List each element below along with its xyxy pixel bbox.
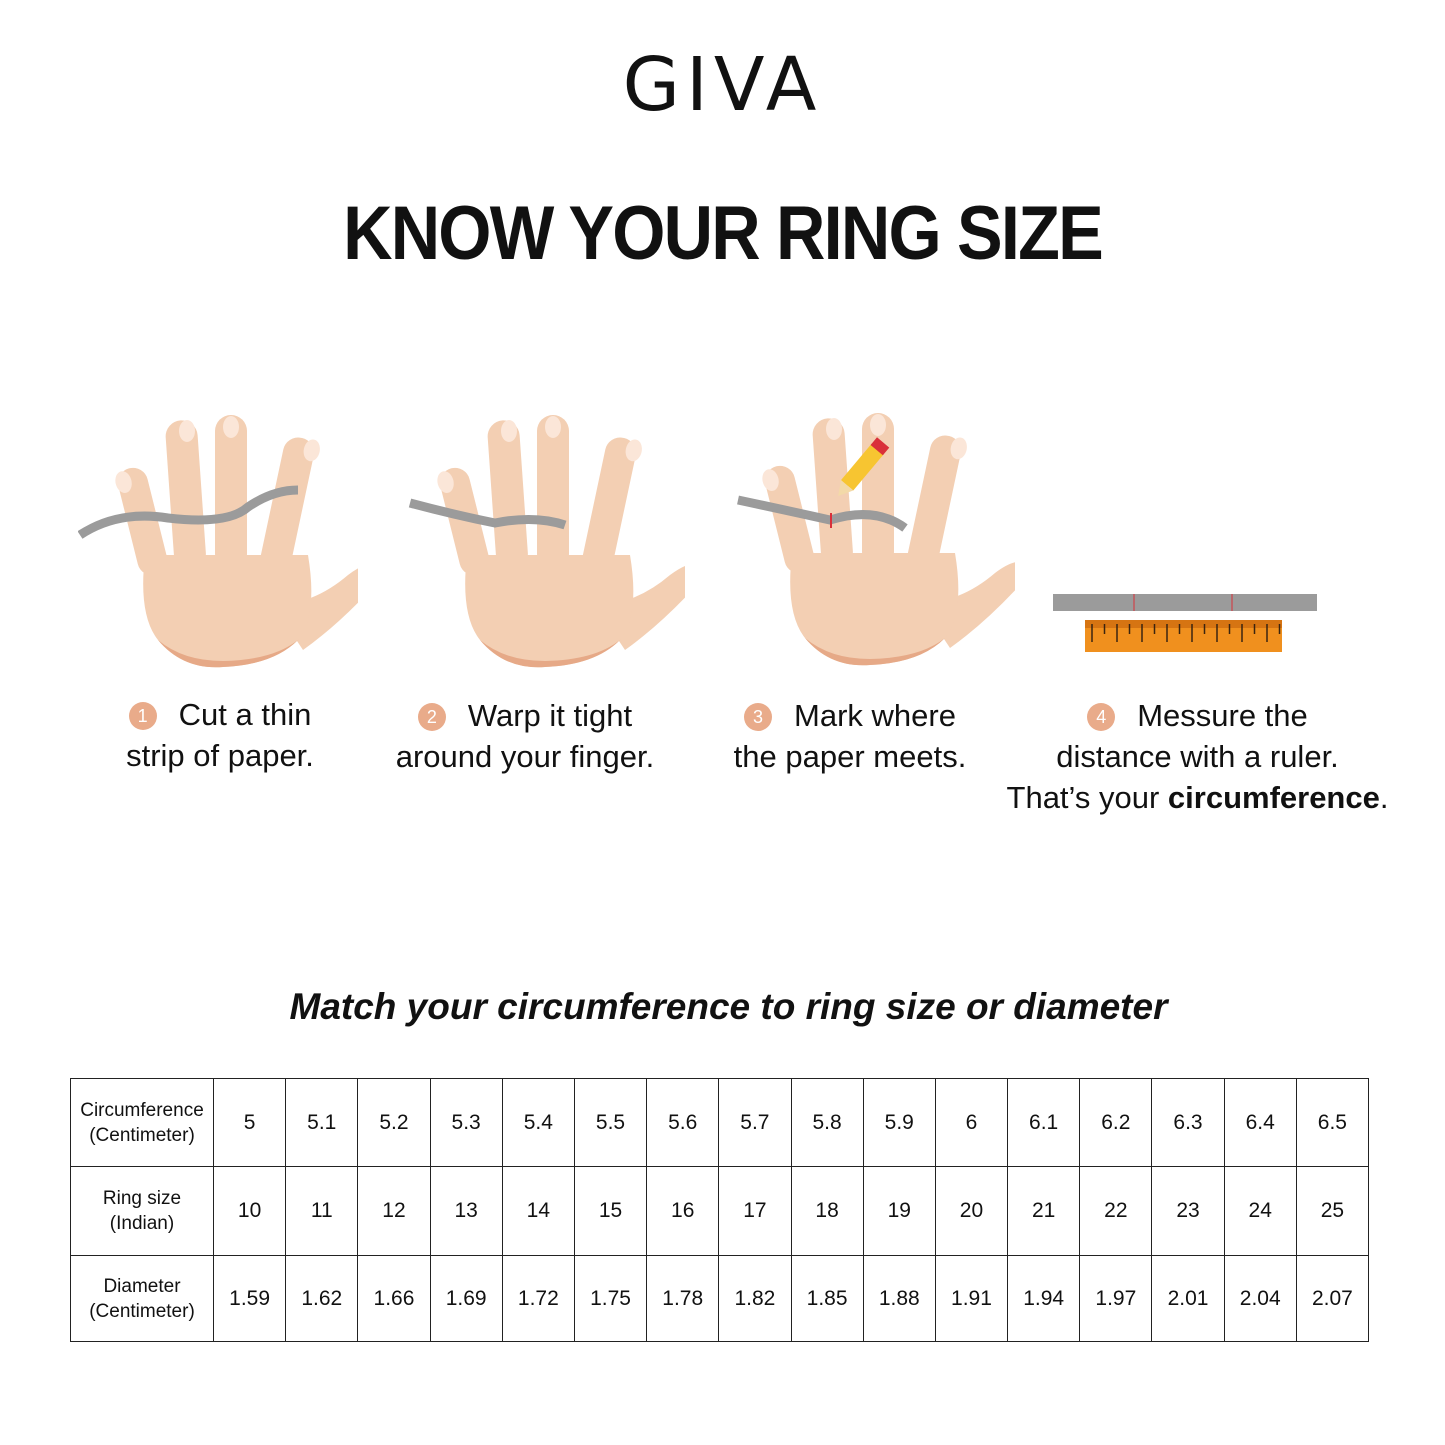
giva-logo: GIVA (622, 42, 823, 128)
table-cell: 1.72 (501, 1255, 575, 1342)
table-cell: 20 (934, 1166, 1009, 1256)
row-header-unit: (Centimeter) (89, 1300, 195, 1322)
table-cell: 18 (790, 1166, 864, 1256)
step-text: Messure the (1137, 698, 1308, 733)
table-cell: 2.01 (1151, 1255, 1225, 1342)
row-header-line: Ring size (102, 1188, 182, 1209)
table-cell: 5.3 (429, 1078, 503, 1167)
step-2: 2 Warp it tight around your finger. (360, 695, 690, 777)
table-subtitle: Match your circumference to ring size or… (289, 986, 1168, 1027)
table-cell: 22 (1079, 1166, 1153, 1256)
table-cell: 6.1 (1007, 1078, 1081, 1167)
table-cell: 5.6 (646, 1078, 720, 1167)
table-cell: 11 (285, 1166, 359, 1256)
table-cell: 14 (501, 1166, 575, 1256)
table-cell: 1.78 (646, 1255, 720, 1342)
table-cell: 1.97 (1079, 1255, 1153, 1342)
step-text: Mark where (794, 698, 956, 733)
hand-with-pencil-icon (737, 413, 1015, 666)
step-3: 3 Mark where the paper meets. (695, 695, 1005, 777)
step-text: . (1379, 780, 1389, 815)
step-text: Cut a thin (178, 697, 312, 732)
step-number-badge: 2 (417, 703, 446, 731)
step-text: distance with a ruler. (1056, 739, 1339, 774)
table-cell: 6.2 (1079, 1078, 1153, 1167)
table-cell: 1.62 (285, 1255, 359, 1342)
table-cell: 1.66 (357, 1255, 431, 1342)
table-cell: 1.82 (718, 1255, 792, 1342)
table-cell: 13 (429, 1166, 503, 1256)
table-cell: 10 (212, 1166, 287, 1256)
row-header: Diameter (Centimeter) (70, 1255, 214, 1342)
step-number-badge: 3 (744, 703, 773, 731)
row-header-line: Diameter (103, 1275, 181, 1297)
row-header-unit: (Centimeter) (89, 1124, 195, 1146)
row-header-line: Circumference (80, 1099, 204, 1121)
row-header: Circumference (Centimeter) (70, 1078, 214, 1167)
table-cell: 6.4 (1223, 1078, 1297, 1167)
table-cell: 5.8 (790, 1078, 864, 1167)
table-cell: 16 (646, 1166, 720, 1256)
table-cell: 6.3 (1151, 1078, 1225, 1167)
table-cell: 23 (1151, 1166, 1225, 1256)
table-cell: 1.88 (862, 1255, 936, 1342)
table-cell: 5.9 (862, 1078, 936, 1167)
table-cell: 5 (212, 1078, 287, 1167)
pencil-icon (838, 437, 890, 497)
table-cell: 5.1 (285, 1078, 359, 1167)
page-title: KNOW YOUR RING SIZE (343, 191, 1104, 276)
table-cell: 17 (718, 1166, 792, 1256)
ring-size-row: Ring size (Indian) 10 11 12 13 14 15 16 17 18 19 20 2… (70, 1166, 1370, 1256)
table-cell: 5.2 (357, 1078, 431, 1167)
table-cell: 5.7 (718, 1078, 792, 1167)
ring-size-table: Circumference (Centimeter) 5 5.1 5.2 5.3 5.4 5.… (70, 1078, 1370, 1342)
step-text: around your finger. (395, 739, 655, 774)
table-cell: 12 (357, 1166, 431, 1256)
table-cell: 1.85 (790, 1255, 864, 1342)
circumference-row: Circumference (Centimeter) 5 5.1 5.2 5.3 5.4 5.… (70, 1078, 1370, 1167)
hand-wrapped-strip-icon (408, 415, 685, 668)
step-text: That’s your (1006, 780, 1168, 815)
step-1: 1 Cut a thin strip of paper. (70, 694, 370, 776)
step-number-badge: 1 (128, 702, 157, 730)
step-number-badge: 4 (1087, 703, 1116, 731)
table-cell: 2.07 (1295, 1255, 1370, 1342)
table-cell: 15 (573, 1166, 648, 1256)
paper-strip-and-ruler-icon (1053, 594, 1317, 652)
table-cell: 21 (1007, 1166, 1081, 1256)
diameter-row: Diameter (Centimeter) 1.59 1.62 1.66 1.69 1.72… (70, 1255, 1370, 1342)
step-text: strip of paper. (126, 738, 314, 773)
table-cell: 6.5 (1295, 1078, 1370, 1167)
table-cell: 25 (1295, 1166, 1370, 1256)
step-text: the paper meets. (733, 739, 967, 774)
table-cell: 6 (934, 1078, 1009, 1167)
table-cell: 1.69 (429, 1255, 503, 1342)
step-text: Warp it tight (467, 698, 633, 733)
table-cell: 1.59 (212, 1255, 287, 1342)
row-header-unit: (Indian) (109, 1213, 175, 1234)
table-cell: 5.5 (573, 1078, 648, 1167)
row-header: Ring size (Indian) (70, 1166, 214, 1256)
table-cell: 1.75 (573, 1255, 648, 1342)
table-cell: 1.91 (934, 1255, 1009, 1342)
table-cell: 19 (862, 1166, 936, 1256)
step-4: 4 Messure the distance with a ruler. That… (995, 695, 1400, 818)
hand-with-paper-strip-icon (78, 415, 358, 668)
table-cell: 1.94 (1007, 1255, 1081, 1342)
table-cell: 2.04 (1223, 1255, 1297, 1342)
table-cell: 5.4 (501, 1078, 575, 1167)
table-cell: 24 (1223, 1166, 1297, 1256)
circumference-emphasis: circumference (1167, 780, 1380, 815)
